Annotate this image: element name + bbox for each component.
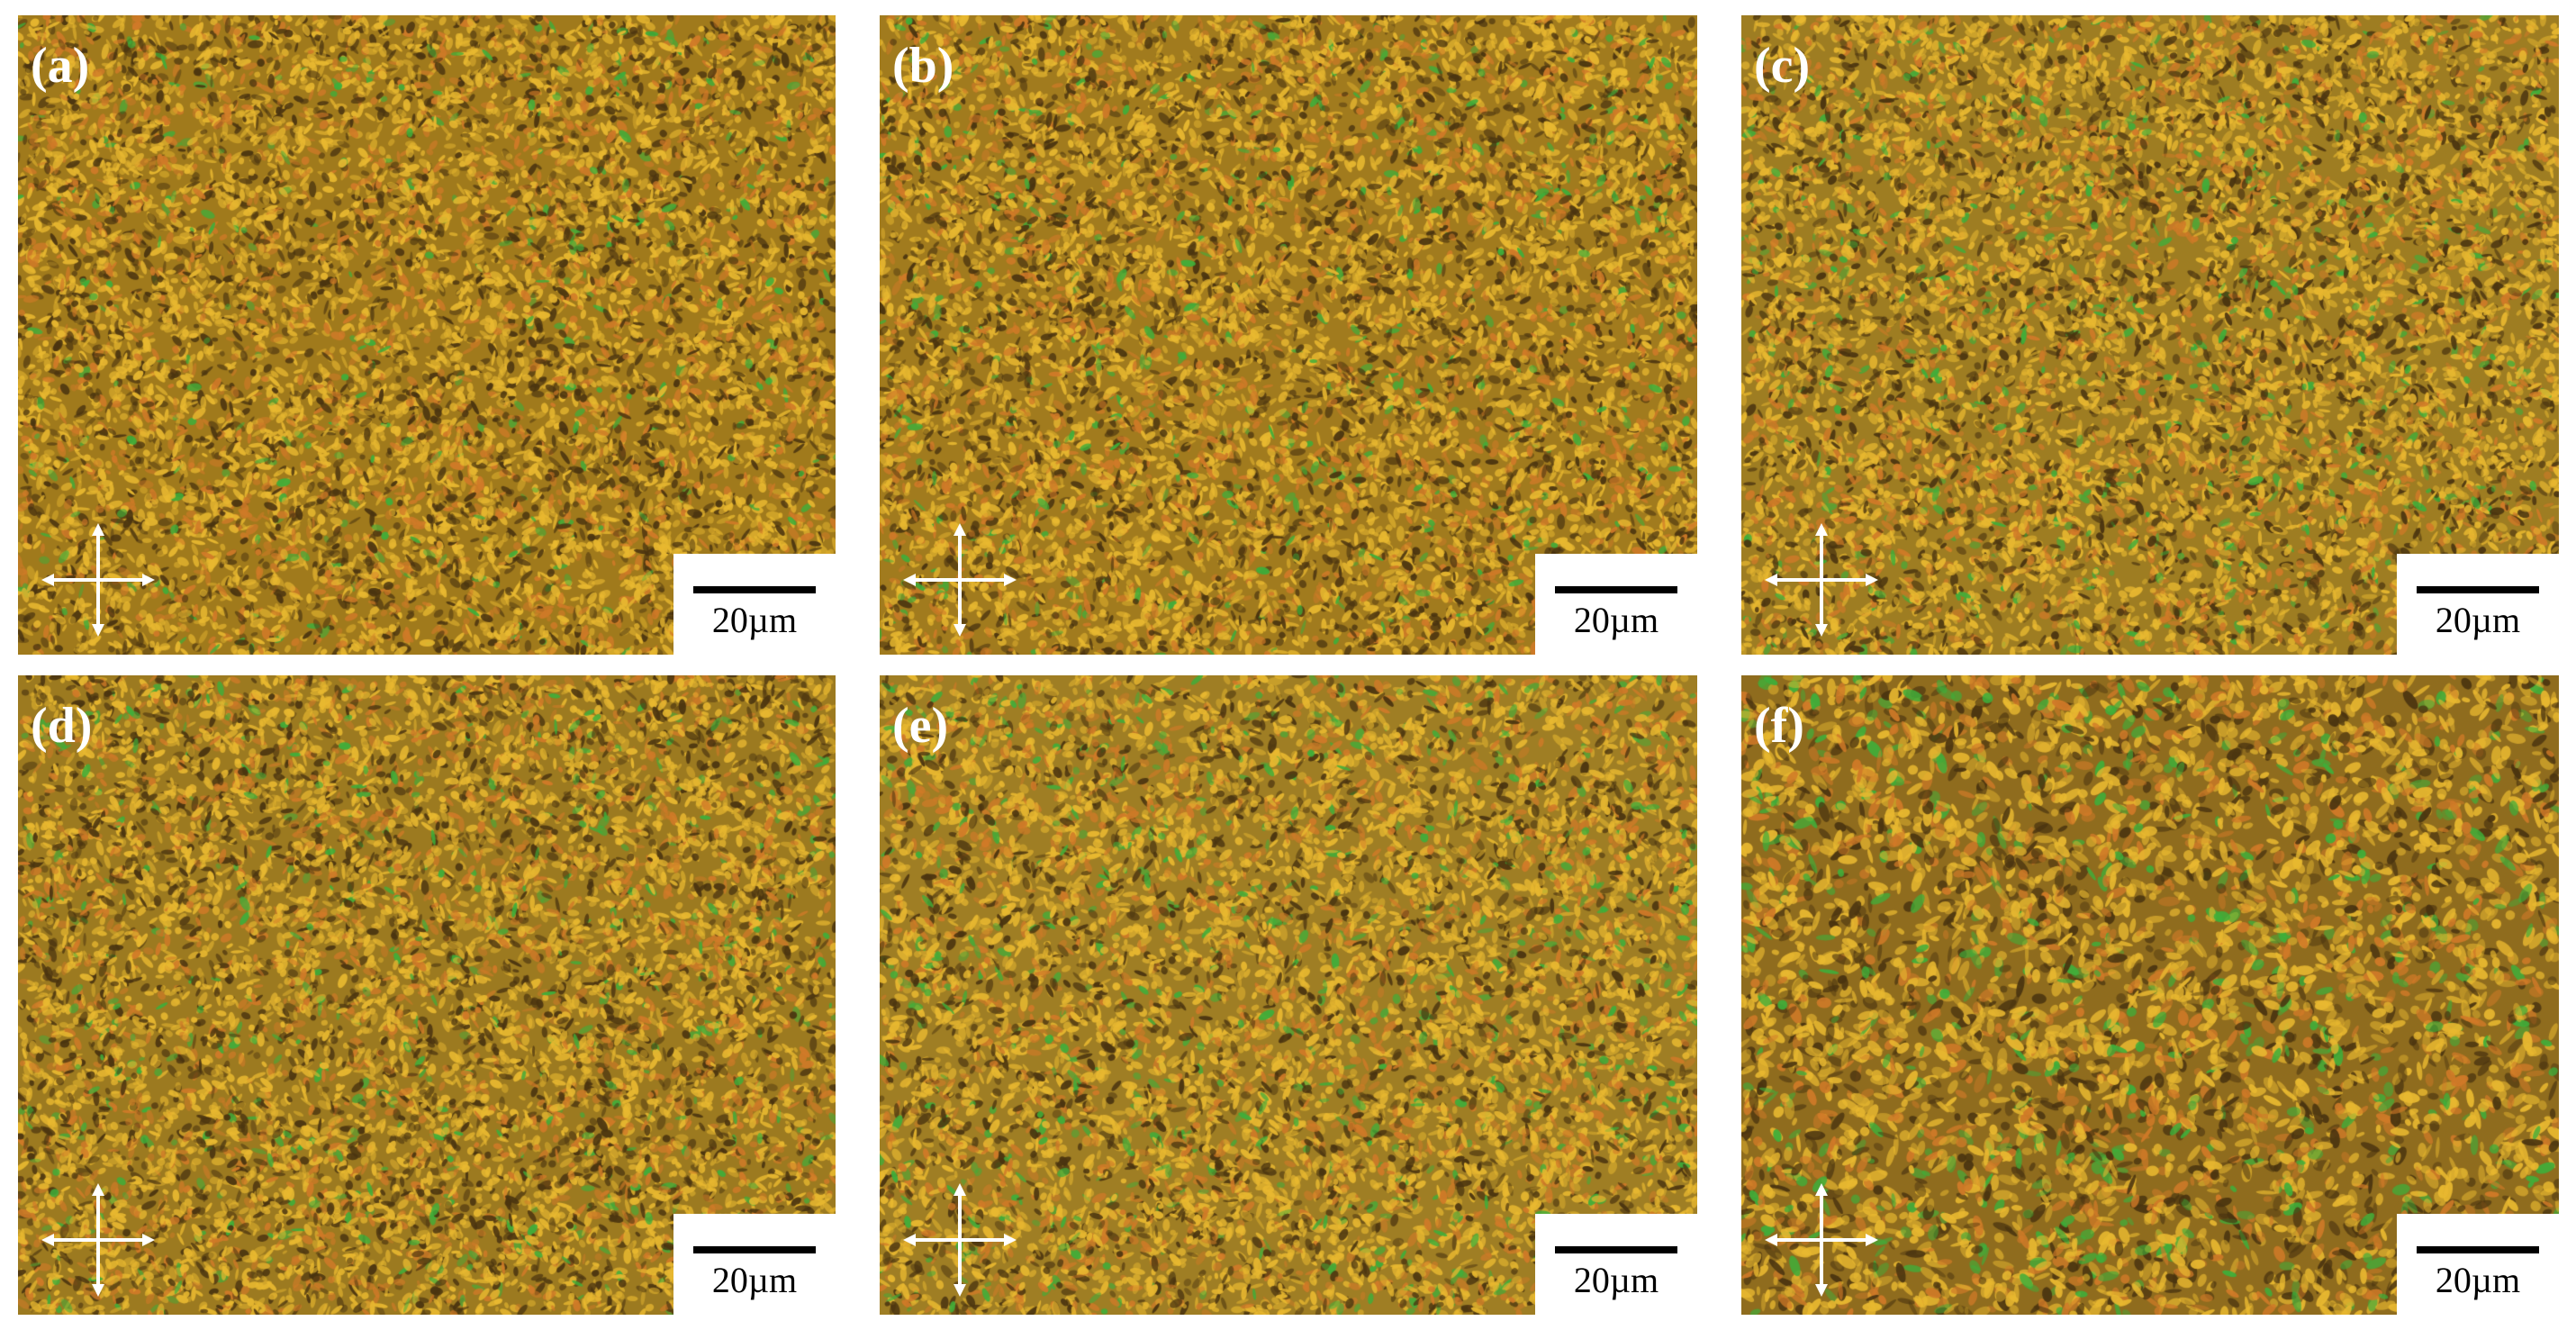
crossed-polarizers-icon	[1765, 523, 1878, 637]
crossed-polarizers-icon	[903, 1183, 1017, 1297]
scale-bar-label: 20µm	[711, 1260, 798, 1300]
scale-bar-line	[693, 1246, 816, 1253]
scale-bar: 20µm	[1535, 554, 1697, 655]
crossed-polarizers-icon	[903, 523, 1017, 637]
scale-bar-label: 20µm	[1573, 1260, 1659, 1300]
micrograph-image	[18, 675, 836, 1315]
scale-bar-line	[1555, 586, 1677, 593]
crossed-polarizers-icon	[41, 1183, 155, 1297]
scale-bar: 20µm	[2397, 554, 2559, 655]
micrograph-image	[1741, 15, 2559, 655]
panel-label: (c)	[1754, 38, 1811, 94]
micrograph-panel-b: (b) 20µm	[880, 15, 1697, 655]
scale-bar: 20µm	[2397, 1214, 2559, 1315]
crossed-polarizers-icon	[1765, 1183, 1878, 1297]
scale-bar-label: 20µm	[711, 600, 798, 640]
scale-bar-line	[2417, 1246, 2539, 1253]
scale-bar-line	[1555, 1246, 1677, 1253]
scale-bar: 20µm	[673, 1214, 836, 1315]
scale-bar-label: 20µm	[2435, 600, 2521, 640]
panel-label: (e)	[892, 698, 949, 754]
micrograph-image	[880, 675, 1697, 1315]
scale-bar: 20µm	[673, 554, 836, 655]
crossed-polarizers-icon	[41, 523, 155, 637]
micrograph-panel-e: (e) 20µm	[880, 675, 1697, 1315]
scale-bar-label: 20µm	[1573, 600, 1659, 640]
scale-bar-label: 20µm	[2435, 1260, 2521, 1300]
panel-label: (a)	[31, 38, 90, 94]
scale-bar-line	[2417, 586, 2539, 593]
micrograph-panel-f: (f) 20µm	[1741, 675, 2559, 1315]
scale-bar: 20µm	[1535, 1214, 1697, 1315]
micrograph-image	[1741, 675, 2559, 1315]
micrograph-panel-a: (a) 20µm	[18, 15, 836, 655]
micrograph-image	[18, 15, 836, 655]
scale-bar-line	[693, 586, 816, 593]
micrograph-panel-c: (c) 20µm	[1741, 15, 2559, 655]
panel-label: (d)	[31, 698, 93, 754]
panel-label: (b)	[892, 38, 954, 94]
panel-label: (f)	[1754, 698, 1804, 754]
micrograph-image	[880, 15, 1697, 655]
micrograph-panel-d: (d) 20µm	[18, 675, 836, 1315]
